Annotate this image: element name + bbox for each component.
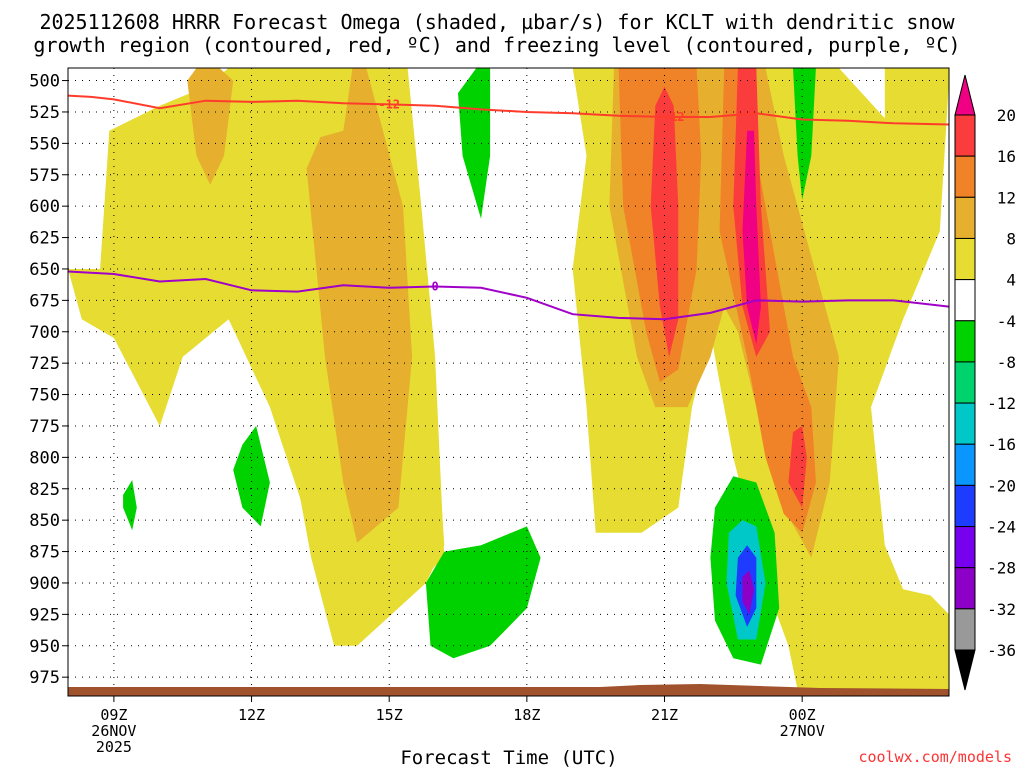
contour-lines: -12 -12 0 [68, 94, 949, 321]
y-axis: 500 525 550 575 600 625 650 675 700 725 750 775 800 8… [29, 72, 68, 688]
colorbar-label--8: -8 [997, 353, 1016, 372]
chart-title-line-2: growth region (contoured, red, ºC) and f… [33, 33, 960, 57]
contour-0 [68, 270, 949, 321]
colorbar-segment-12 [954, 196, 976, 239]
colorbar-segment--28 [954, 567, 976, 610]
colorbar-label-20: 20 [997, 106, 1016, 125]
contour--12 [68, 94, 949, 126]
y-tick-label-650: 650 [29, 260, 60, 280]
contour-label-0-0: 0 [431, 280, 438, 294]
negative-omega-green-e [793, 68, 816, 200]
x-tick-date-09Z: 26NOV [91, 722, 136, 740]
colorbar-label--28: -28 [987, 559, 1016, 578]
negative-omega-green-b [233, 426, 270, 527]
y-tick-label-875: 875 [29, 543, 60, 563]
omega-shading [68, 68, 949, 690]
colorbar: 20 16 12 8 4 -4 -8 -12 -16 -20 -24 -28 -32 -36 [954, 74, 1016, 691]
y-tick-label-575: 575 [29, 166, 60, 186]
colorbar-label-8: 8 [1006, 229, 1016, 248]
y-tick-label-700: 700 [29, 323, 60, 343]
negative-omega-green-d [425, 526, 541, 659]
negative-omega-green-c [123, 480, 137, 531]
contour-label--12-0: -12 [378, 97, 400, 111]
positive-omega-orange-upper [187, 68, 234, 185]
x-tick-year-09Z: 2025 [96, 738, 132, 756]
contour-label--12-1: -12 [663, 110, 685, 124]
colorbar-label--32: -32 [987, 600, 1016, 619]
colorbar-label--12: -12 [987, 394, 1016, 413]
x-tick-label-18Z: 18Z [513, 706, 540, 724]
positive-omega-magenta-core [742, 130, 761, 345]
y-tick-label-925: 925 [29, 605, 60, 625]
positive-omega-orange-mid [306, 68, 413, 543]
watermark: coolwx.com/models [858, 748, 1012, 766]
colorbar-segment-20 [954, 114, 976, 157]
colorbar-label--20: -20 [987, 476, 1016, 495]
colorbar-segment-4 [954, 279, 976, 322]
x-tick-date-00Z: 27NOV [780, 722, 825, 740]
y-tick-label-550: 550 [29, 134, 60, 154]
x-tick-label-21Z: 21Z [651, 706, 678, 724]
colorbar-bottom-arrow [954, 649, 976, 691]
y-tick-label-900: 900 [29, 574, 60, 594]
y-tick-label-950: 950 [29, 637, 60, 657]
colorbar-label--24: -24 [987, 518, 1016, 537]
colorbar-segment--16 [954, 443, 976, 486]
y-tick-label-725: 725 [29, 354, 60, 374]
y-tick-label-975: 975 [29, 668, 60, 688]
colorbar-segment--4 [954, 320, 976, 363]
y-tick-label-675: 675 [29, 291, 60, 311]
x-tick-label-09Z: 09Z [100, 706, 127, 724]
colorbar-top-arrow [954, 74, 976, 116]
colorbar-label-4: 4 [1006, 271, 1016, 290]
chart-title-line-1: 2025112608 HRRR Forecast Omega (shaded, … [39, 10, 955, 34]
y-tick-label-625: 625 [29, 229, 60, 249]
colorbar-segment--32 [954, 608, 976, 651]
terrain-strip [68, 684, 949, 696]
positive-omega-red-core-a [650, 86, 679, 357]
colorbar-segment-8 [954, 237, 976, 281]
colorbar-segment--20 [954, 484, 976, 528]
y-tick-label-750: 750 [29, 386, 60, 406]
y-tick-label-850: 850 [29, 511, 60, 531]
y-tick-label-525: 525 [29, 103, 60, 123]
colorbar-segment--8 [954, 361, 976, 404]
colorbar-label--4: -4 [997, 312, 1016, 331]
colorbar-label-12: 12 [997, 188, 1016, 207]
y-tick-label-775: 775 [29, 417, 60, 437]
plot-frame [67, 67, 950, 697]
y-tick-label-800: 800 [29, 448, 60, 468]
colorbar-label--16: -16 [987, 435, 1016, 454]
x-tick-label-12Z: 12Z [238, 706, 265, 724]
y-tick-label-825: 825 [29, 480, 60, 500]
y-tick-label-500: 500 [29, 72, 60, 92]
y-tick-label-600: 600 [29, 197, 60, 217]
colorbar-segment--24 [954, 526, 976, 569]
negative-omega-purple [742, 570, 754, 615]
colorbar-segment--12 [954, 402, 976, 445]
colorbar-label--36: -36 [987, 641, 1016, 660]
x-axis-label: Forecast Time (UTC) [400, 747, 617, 768]
x-tick-label-00Z: 00Z [789, 706, 816, 724]
colorbar-label-16: 16 [997, 147, 1016, 166]
colorbar-segment-16 [954, 155, 976, 198]
x-tick-label-15Z: 15Z [376, 706, 403, 724]
